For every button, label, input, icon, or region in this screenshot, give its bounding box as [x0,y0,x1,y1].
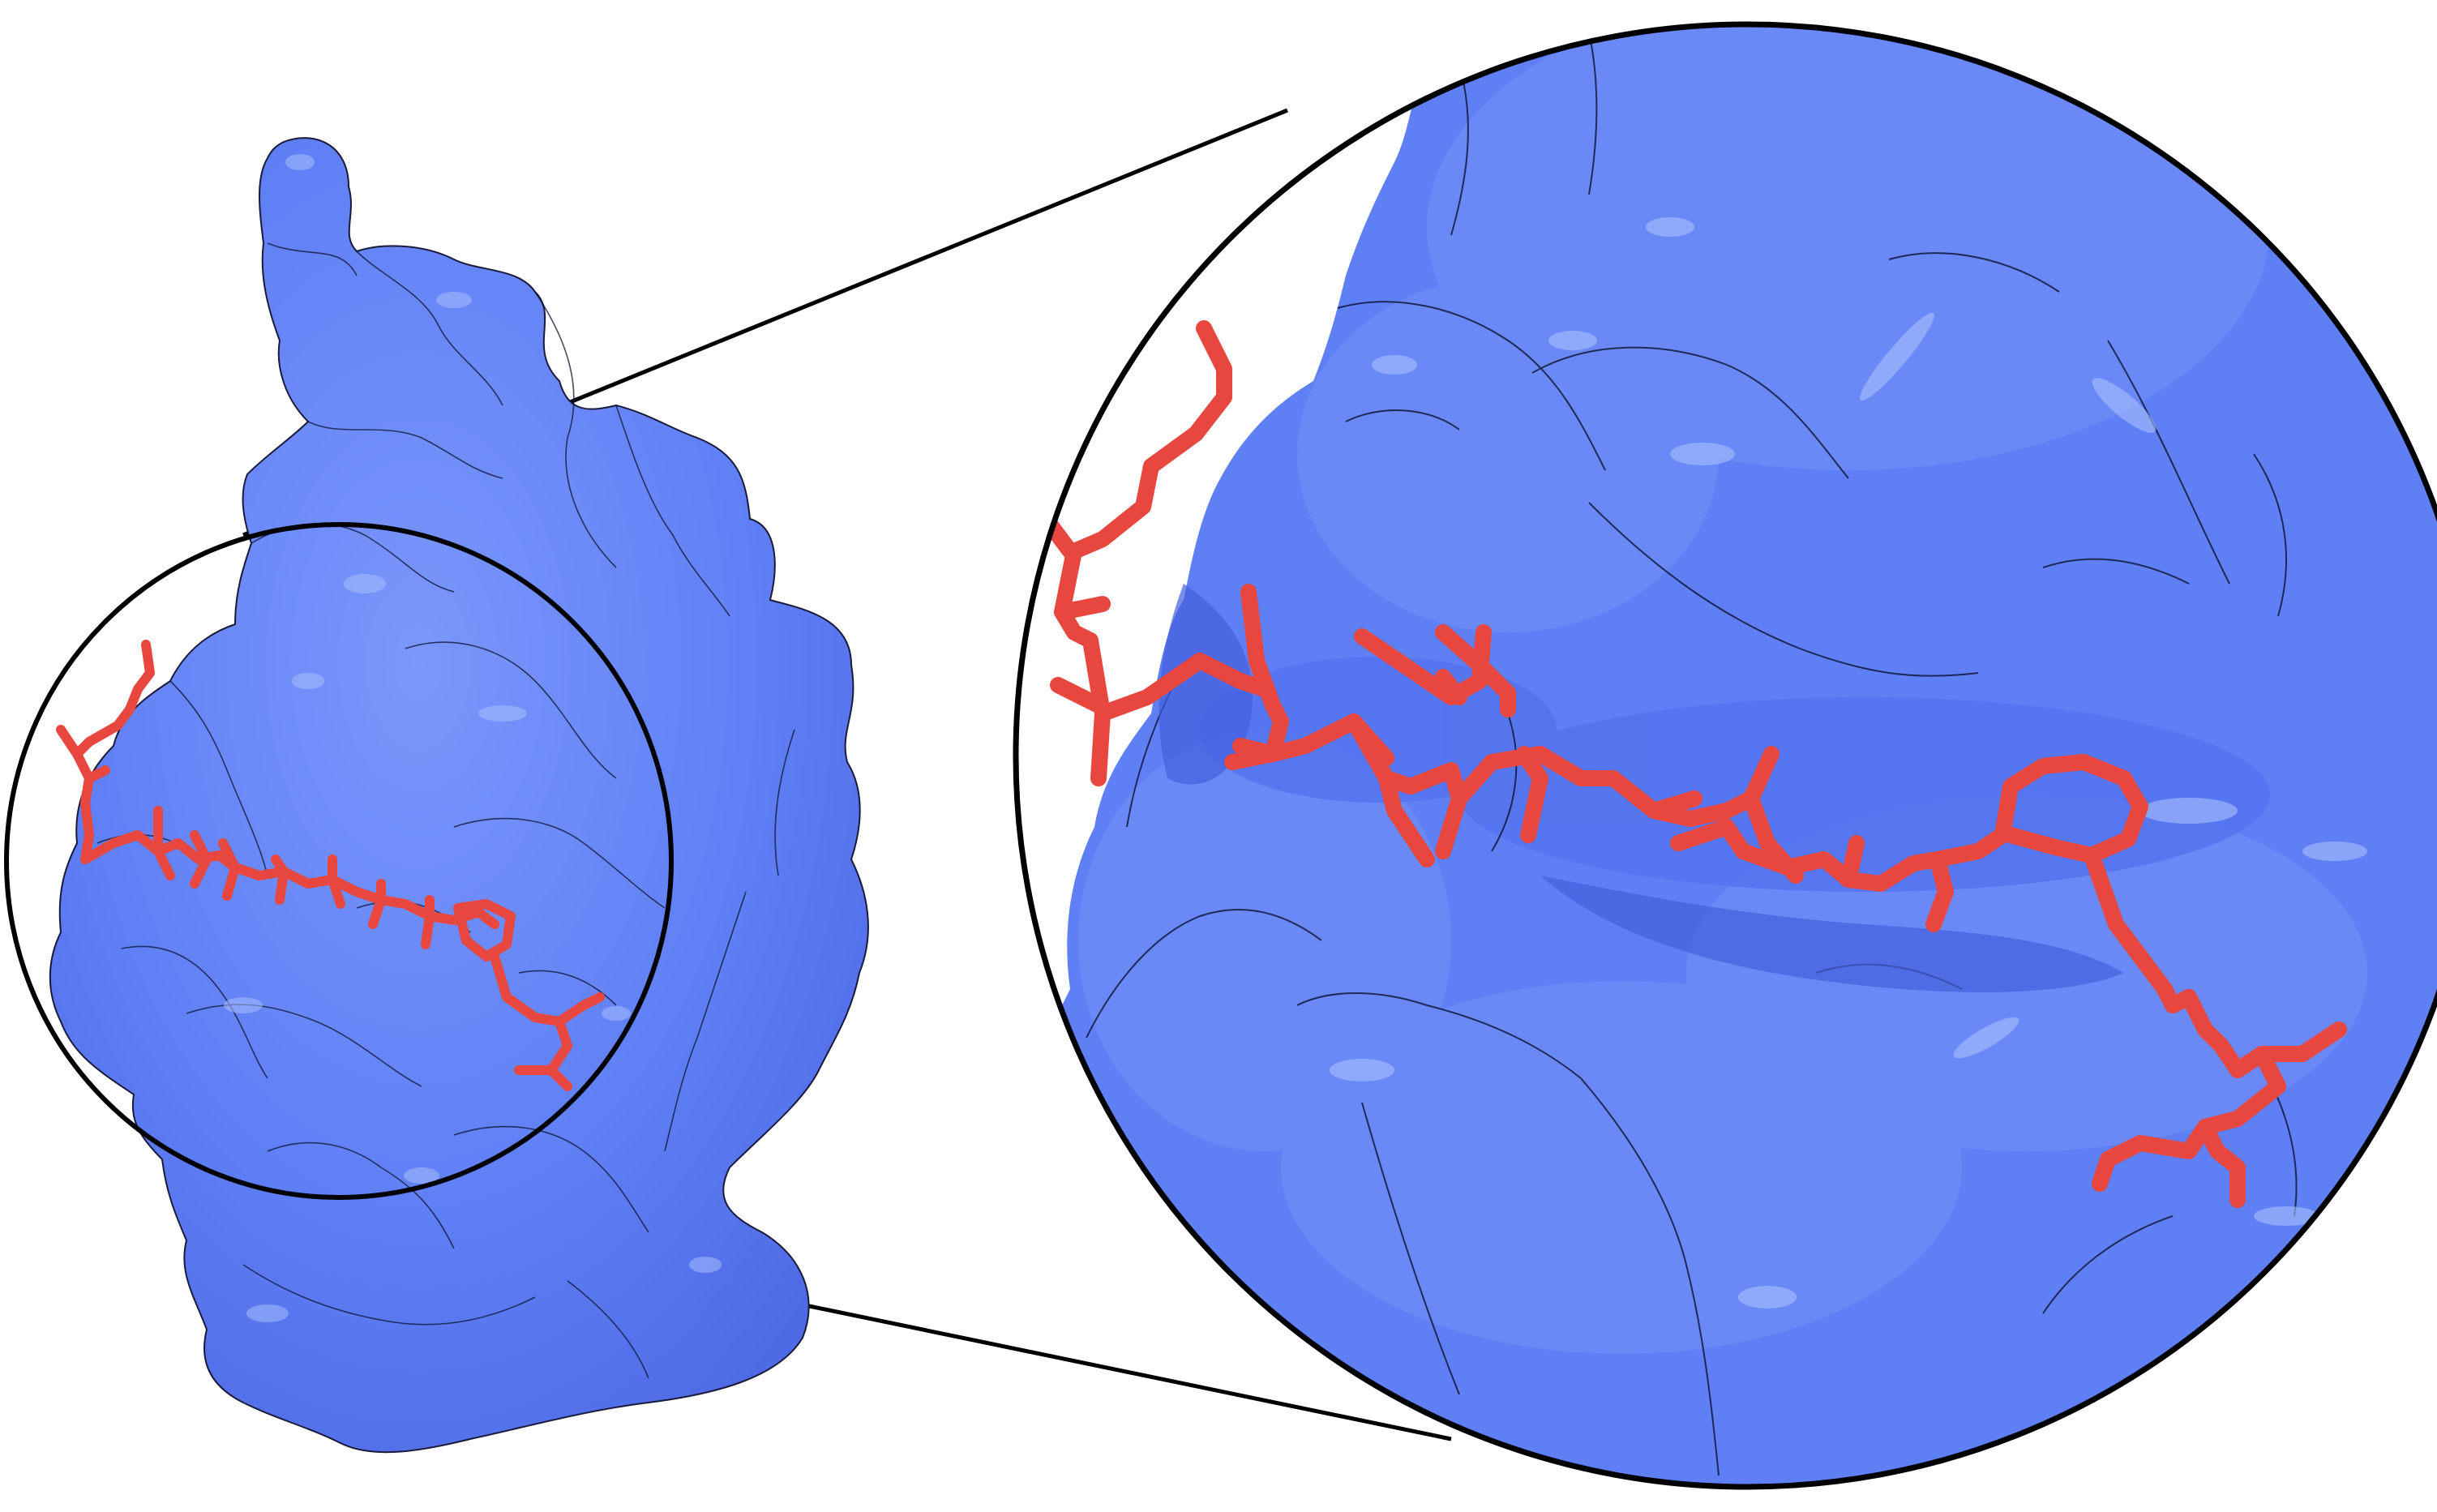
zoomed-inset-circle [1013,21,2437,1490]
zoomed-inset [1016,24,2437,1487]
peptide-zoomed [1016,320,2347,1208]
protein-surface-overview [49,137,869,1454]
zoom-region-oval [4,522,674,1200]
peptide-overview [56,640,605,1091]
